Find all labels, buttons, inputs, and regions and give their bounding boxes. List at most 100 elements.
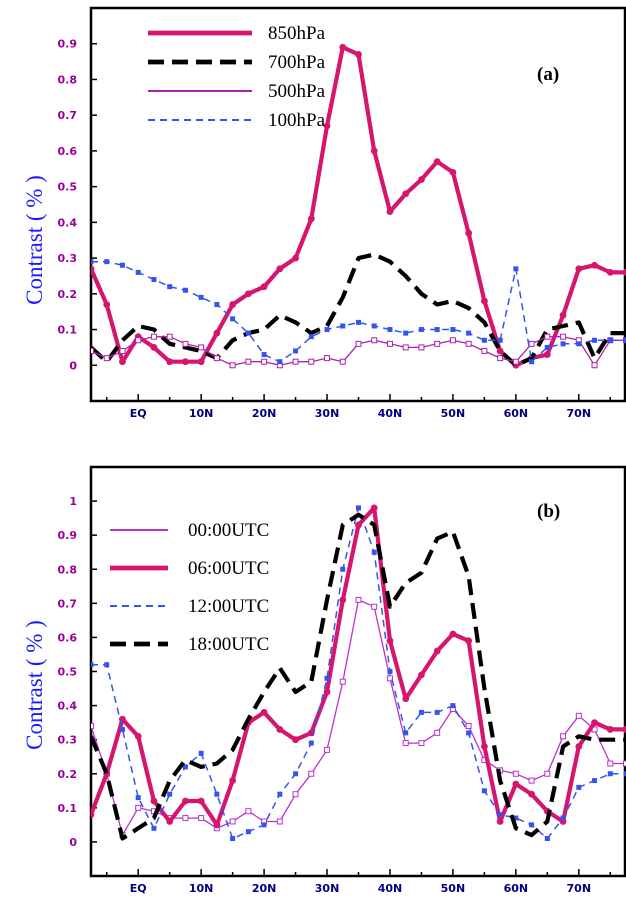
data-point (402, 740, 409, 747)
data-point (135, 269, 141, 275)
data-point (623, 771, 626, 777)
data-point (418, 740, 425, 747)
data-point (591, 362, 598, 369)
y-tick-label: 0.3 (58, 734, 78, 747)
panel-a: 0 0.1 0.2 0.3 0.4 0.5 0.6 0.7 0.8 0.9 EQ 10N 20N 30N 4… (22, 6, 626, 420)
data-point (245, 829, 251, 835)
data-point (387, 669, 393, 674)
data-point (496, 347, 504, 355)
data-point (277, 359, 283, 365)
data-point (496, 818, 504, 825)
y-tick-label: 0.7 (58, 597, 78, 610)
data-point (339, 596, 347, 604)
data-point (575, 743, 583, 750)
x-tick-label: 40N (378, 407, 403, 420)
series-line-1200utc (91, 507, 626, 840)
data-point (91, 811, 95, 819)
data-point (560, 333, 567, 340)
y-tick-label: 0.5 (58, 181, 78, 194)
y-tick-label: 0.3 (58, 252, 78, 265)
y-tick-label: 0.1 (58, 324, 78, 337)
data-point (607, 760, 614, 767)
data-point (623, 760, 626, 767)
data-point (403, 330, 409, 336)
data-point (418, 176, 425, 183)
data-point (166, 818, 174, 825)
data-point (339, 358, 346, 365)
data-point (576, 784, 582, 790)
x-tick-label: 10N (189, 882, 214, 895)
data-point (292, 791, 299, 798)
data-point (213, 355, 220, 362)
data-point (386, 340, 393, 347)
data-point (197, 358, 205, 366)
data-point (386, 637, 394, 645)
data-point (606, 726, 614, 733)
data-point (544, 770, 551, 777)
data-point (418, 344, 425, 351)
data-point (167, 284, 173, 290)
data-point (229, 818, 236, 825)
data-point (355, 340, 362, 347)
data-point (402, 344, 409, 351)
data-point (292, 736, 299, 744)
y-tick-label: 0.1 (58, 802, 78, 815)
data-point (182, 287, 188, 293)
data-point (103, 355, 110, 362)
series-line-100hpa (91, 260, 626, 363)
series-line-1800utc (91, 512, 626, 841)
data-point (450, 703, 456, 709)
data-point (450, 327, 456, 333)
x-tick-label: EQ (130, 407, 147, 420)
y-tick-label: 0 (69, 836, 77, 849)
series-line-0000utc (91, 599, 626, 836)
data-point (371, 549, 377, 555)
data-point (340, 323, 346, 329)
x-tick-label: 70N (567, 407, 592, 420)
data-point (606, 268, 614, 276)
data-point (244, 290, 252, 298)
data-point (119, 358, 126, 366)
data-point (260, 709, 268, 716)
legend-label: 100hPa (268, 110, 326, 131)
data-point (575, 265, 583, 273)
data-point (371, 603, 378, 610)
data-point (229, 777, 237, 784)
data-point (103, 301, 111, 308)
data-point (512, 770, 519, 777)
data-point (339, 678, 346, 685)
data-point (182, 340, 189, 347)
data-point (403, 730, 409, 736)
data-point (308, 334, 314, 340)
data-point (449, 630, 457, 638)
y-tick-label: 0.5 (58, 666, 78, 679)
data-point (150, 344, 158, 351)
data-point (150, 797, 158, 805)
data-point (576, 341, 582, 347)
data-point (559, 311, 567, 319)
data-point (91, 662, 94, 668)
data-point (371, 337, 378, 344)
data-point (386, 675, 393, 682)
x-tick-label: 10N (189, 407, 214, 420)
data-point (292, 358, 299, 365)
data-point (182, 358, 189, 366)
legend-label: 12:00UTC (188, 596, 269, 617)
y-tick-label: 0.2 (58, 288, 78, 301)
data-point (355, 51, 362, 58)
legend-label: 700hPa (268, 52, 326, 73)
data-point (182, 815, 189, 822)
data-point (135, 337, 142, 344)
legend-label: 00:00UTC (188, 520, 269, 541)
data-point (229, 301, 237, 308)
data-point (607, 771, 613, 777)
data-point (529, 822, 535, 828)
data-point (622, 726, 626, 733)
data-point (340, 566, 346, 572)
data-point (166, 358, 174, 366)
y-tick-label: 0.9 (58, 38, 78, 51)
data-point (324, 327, 330, 333)
data-point (324, 675, 330, 681)
data-point (245, 808, 252, 815)
